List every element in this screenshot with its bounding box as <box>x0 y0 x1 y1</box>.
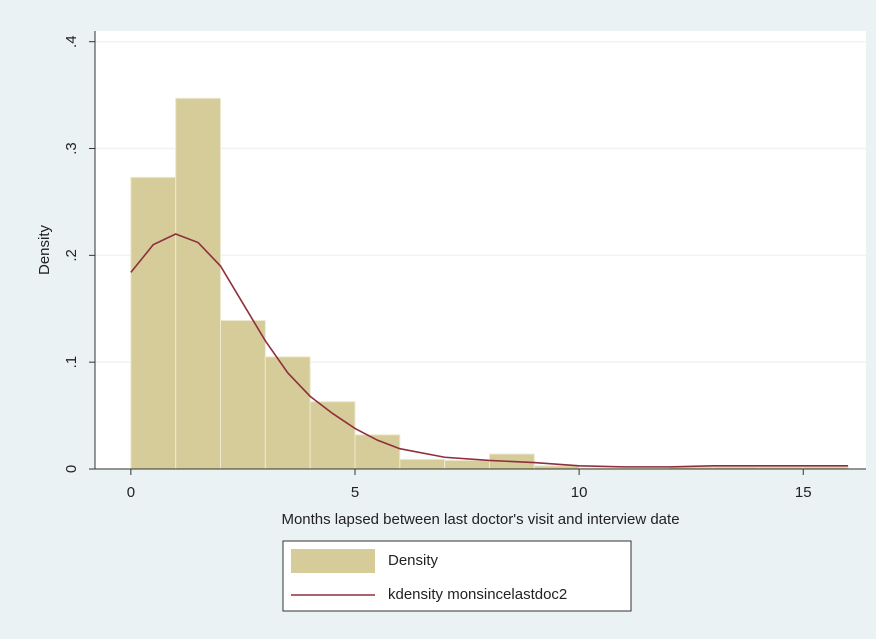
y-tick-label: .4 <box>63 35 80 48</box>
x-tick-label: 15 <box>795 484 812 501</box>
x-tick-label: 0 <box>127 484 135 501</box>
bar <box>175 97 222 470</box>
x-tick-label: 5 <box>351 484 359 501</box>
y-tick-label: 0 <box>63 465 80 473</box>
y-axis-title: Density <box>36 224 53 275</box>
legend-swatch <box>291 549 375 573</box>
bar <box>399 458 446 470</box>
y-tick-label: .1 <box>63 356 80 369</box>
bar <box>130 176 177 470</box>
bar <box>444 459 490 470</box>
legend-label: Density <box>388 552 439 569</box>
x-axis-title: Months lapsed between last doctor's visi… <box>281 511 679 528</box>
bar <box>309 401 356 470</box>
y-tick-label: .3 <box>63 142 80 155</box>
bar <box>220 320 266 470</box>
legend-label: kdensity monsincelastdoc2 <box>388 586 567 603</box>
x-tick-label: 10 <box>571 484 588 501</box>
y-tick-label: .2 <box>63 249 80 262</box>
density-line <box>130 233 849 468</box>
